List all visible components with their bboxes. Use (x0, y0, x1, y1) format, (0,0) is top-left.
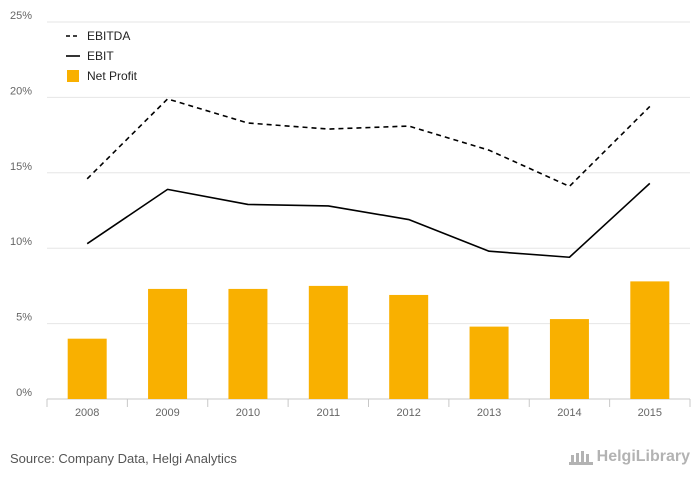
y-tick-label: 0% (16, 387, 32, 399)
x-tick-label: 2014 (557, 407, 581, 419)
y-tick-label: 25% (10, 10, 32, 22)
x-tick-label: 2012 (396, 407, 420, 419)
helgi-library-logo: HelgiLibrary (568, 448, 690, 466)
bar-net-profit (469, 326, 509, 399)
bar-net-profit (549, 319, 589, 399)
line-ebit (86, 182, 651, 259)
bar-net-profit (389, 294, 429, 399)
x-tick-label: 2008 (75, 407, 99, 419)
bar-net-profit (308, 285, 348, 399)
bar-net-profit (148, 288, 188, 399)
bar-net-profit (228, 288, 268, 399)
y-tick-label: 20% (10, 85, 32, 97)
legend-label: EBITDA (87, 29, 130, 43)
line-ebitda (86, 98, 651, 188)
source-note: Source: Company Data, Helgi Analytics (10, 451, 237, 466)
x-tick-label: 2013 (477, 407, 501, 419)
y-tick-label: 15% (10, 161, 32, 173)
x-tick-label: 2010 (236, 407, 260, 419)
bar-net-profit (67, 338, 107, 399)
logo-text: HelgiLibrary (596, 448, 690, 465)
x-tick-label: 2015 (638, 407, 662, 419)
x-tick-label: 2011 (316, 407, 340, 419)
y-tick-label: 5% (16, 312, 32, 324)
bar-net-profit (630, 281, 670, 399)
legend-label: Net Profit (87, 69, 138, 83)
legend-swatch (67, 70, 79, 82)
library-building-icon (568, 451, 593, 465)
y-tick-label: 10% (10, 236, 32, 248)
x-tick-label: 2009 (155, 407, 179, 419)
legend-label: EBIT (87, 49, 114, 63)
